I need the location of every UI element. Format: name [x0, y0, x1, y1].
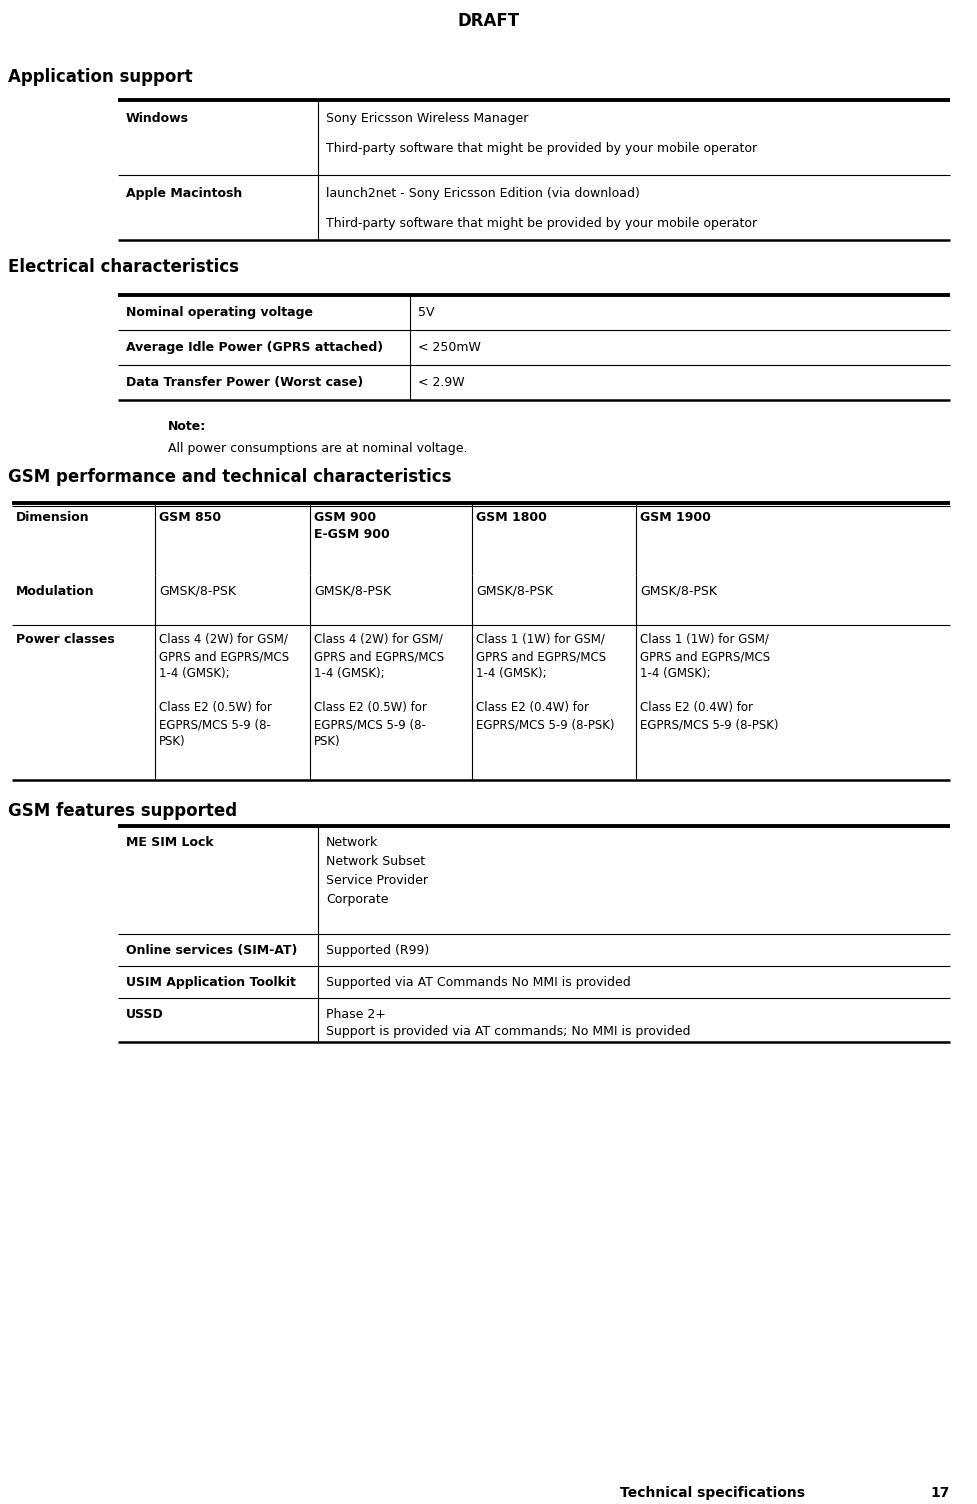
Text: Phase 2+
Support is provided via AT commands; No MMI is provided: Phase 2+ Support is provided via AT comm…	[325, 1008, 690, 1038]
Text: Modulation: Modulation	[16, 585, 95, 599]
Text: All power consumptions are at nominal voltage.: All power consumptions are at nominal vo…	[168, 442, 467, 456]
Text: GSM features supported: GSM features supported	[8, 802, 236, 820]
Text: Network Subset: Network Subset	[325, 854, 425, 868]
Text: GMSK/8-PSK: GMSK/8-PSK	[476, 585, 552, 599]
Text: Network: Network	[325, 836, 378, 848]
Text: launch2net - Sony Ericsson Edition (via download): launch2net - Sony Ericsson Edition (via …	[325, 186, 639, 200]
Text: 5V: 5V	[417, 305, 434, 319]
Text: USIM Application Toolkit: USIM Application Toolkit	[126, 976, 296, 990]
Text: < 2.9W: < 2.9W	[417, 376, 464, 390]
Text: Windows: Windows	[126, 111, 189, 125]
Text: Supported via AT Commands No MMI is provided: Supported via AT Commands No MMI is prov…	[325, 976, 630, 990]
Text: Class 1 (1W) for GSM/
GPRS and EGPRS/MCS
1-4 (GMSK);

Class E2 (0.4W) for
EGPRS/: Class 1 (1W) for GSM/ GPRS and EGPRS/MCS…	[639, 633, 778, 731]
Text: Sony Ericsson Wireless Manager: Sony Ericsson Wireless Manager	[325, 111, 528, 125]
Text: Supported (R99): Supported (R99)	[325, 945, 429, 957]
Text: Online services (SIM-AT): Online services (SIM-AT)	[126, 945, 297, 957]
Text: GSM 850: GSM 850	[159, 511, 221, 523]
Text: Electrical characteristics: Electrical characteristics	[8, 259, 238, 277]
Text: GSM 1800: GSM 1800	[476, 511, 546, 523]
Text: Service Provider: Service Provider	[325, 874, 428, 887]
Text: Technical specifications: Technical specifications	[619, 1486, 804, 1499]
Text: DRAFT: DRAFT	[457, 12, 520, 30]
Text: Corporate: Corporate	[325, 893, 388, 905]
Text: Class 4 (2W) for GSM/
GPRS and EGPRS/MCS
1-4 (GMSK);

Class E2 (0.5W) for
EGPRS/: Class 4 (2W) for GSM/ GPRS and EGPRS/MCS…	[314, 633, 444, 747]
Text: Power classes: Power classes	[16, 633, 114, 647]
Text: Dimension: Dimension	[16, 511, 90, 523]
Text: USSD: USSD	[126, 1008, 163, 1021]
Text: Class 4 (2W) for GSM/
GPRS and EGPRS/MCS
1-4 (GMSK);

Class E2 (0.5W) for
EGPRS/: Class 4 (2W) for GSM/ GPRS and EGPRS/MCS…	[159, 633, 289, 747]
Text: GSM 900
E-GSM 900: GSM 900 E-GSM 900	[314, 511, 390, 541]
Text: Data Transfer Power (Worst case): Data Transfer Power (Worst case)	[126, 376, 362, 390]
Text: GMSK/8-PSK: GMSK/8-PSK	[159, 585, 235, 599]
Text: GSM 1900: GSM 1900	[639, 511, 710, 523]
Text: Average Idle Power (GPRS attached): Average Idle Power (GPRS attached)	[126, 341, 383, 353]
Text: Note:: Note:	[168, 420, 206, 433]
Text: GMSK/8-PSK: GMSK/8-PSK	[314, 585, 391, 599]
Text: Nominal operating voltage: Nominal operating voltage	[126, 305, 313, 319]
Text: Class 1 (1W) for GSM/
GPRS and EGPRS/MCS
1-4 (GMSK);

Class E2 (0.4W) for
EGPRS/: Class 1 (1W) for GSM/ GPRS and EGPRS/MCS…	[476, 633, 614, 731]
Text: GMSK/8-PSK: GMSK/8-PSK	[639, 585, 716, 599]
Text: Third-party software that might be provided by your mobile operator: Third-party software that might be provi…	[325, 141, 756, 155]
Text: GSM performance and technical characteristics: GSM performance and technical characteri…	[8, 468, 451, 486]
Text: Application support: Application support	[8, 68, 192, 86]
Text: Apple Macintosh: Apple Macintosh	[126, 186, 242, 200]
Text: 17: 17	[930, 1486, 949, 1499]
Text: Third-party software that might be provided by your mobile operator: Third-party software that might be provi…	[325, 217, 756, 230]
Text: < 250mW: < 250mW	[417, 341, 481, 353]
Text: ME SIM Lock: ME SIM Lock	[126, 836, 213, 848]
